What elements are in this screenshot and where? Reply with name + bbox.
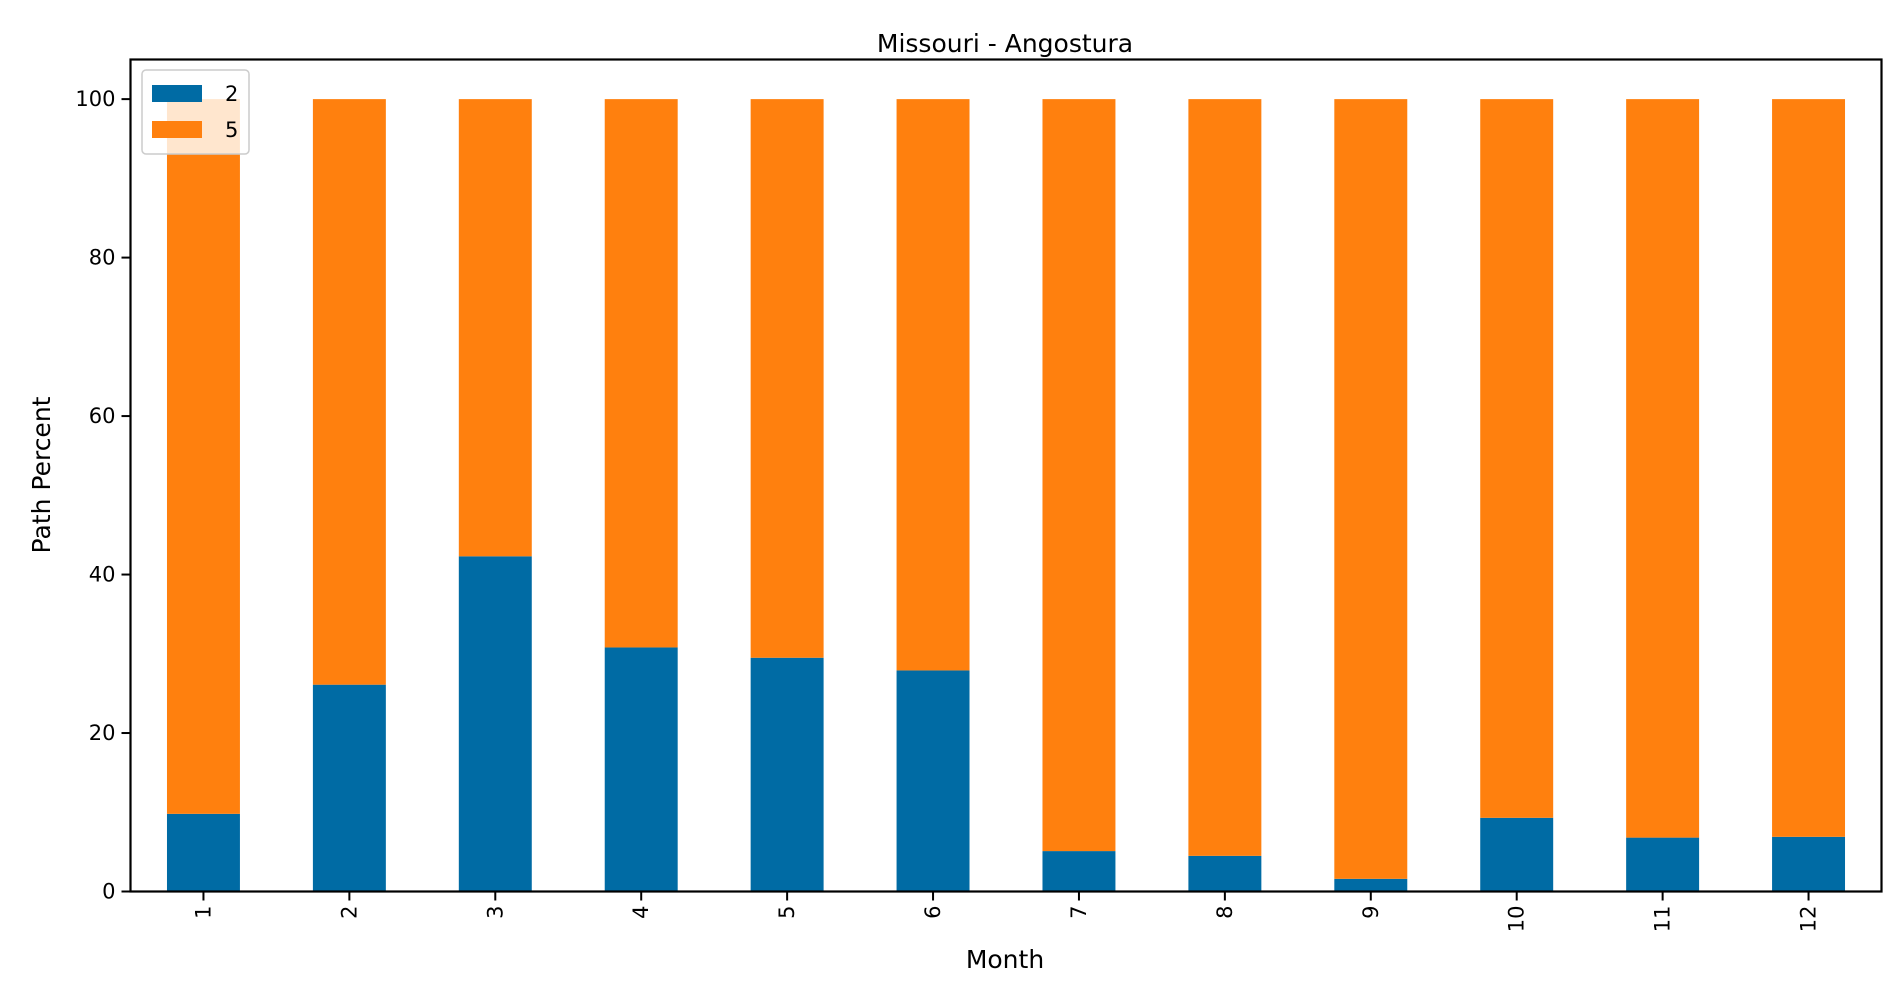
x-axis-label: Month xyxy=(966,945,1044,974)
y-axis-label: Path Percent xyxy=(27,396,56,553)
x-tick-label-8: 8 xyxy=(1213,906,1237,919)
x-axis: 1 2 3 4 5 6 7 8 9 10 11 12 xyxy=(191,891,1821,933)
x-tick-label-12: 12 xyxy=(1797,906,1821,933)
bar-series-5-month-1 xyxy=(166,99,240,814)
bar-series-2-month-1 xyxy=(166,813,240,892)
bar-series-2-month-2 xyxy=(312,684,386,892)
bar-series-2-month-9 xyxy=(1334,878,1408,892)
legend-swatch-5 xyxy=(152,121,202,138)
bar-series-5-month-12 xyxy=(1772,99,1846,837)
y-tick-label-40: 40 xyxy=(89,563,116,587)
y-axis: 0 20 40 60 80 100 xyxy=(75,87,131,904)
bar-series-5-month-9 xyxy=(1334,99,1408,879)
bar-series-5-month-10 xyxy=(1480,99,1554,818)
plot-frame xyxy=(129,58,1883,893)
bar-series-2-month-7 xyxy=(1042,851,1116,892)
bar-series-2-month-5 xyxy=(750,657,824,892)
x-tick-label-6: 6 xyxy=(921,906,945,919)
bar-series-5-month-8 xyxy=(1188,99,1262,856)
y-tick-label-80: 80 xyxy=(89,246,116,270)
x-tick-label-1: 1 xyxy=(191,906,215,919)
y-tick-label-20: 20 xyxy=(89,721,116,745)
bar-series-5-month-2 xyxy=(312,99,386,685)
legend-swatch-2 xyxy=(152,85,202,102)
chart-title: Missouri - Angostura xyxy=(877,29,1133,58)
x-tick-label-7: 7 xyxy=(1067,906,1091,919)
bar-series-5-month-3 xyxy=(458,99,532,557)
bar-series-2-month-10 xyxy=(1480,817,1554,892)
x-tick-label-3: 3 xyxy=(483,906,507,919)
x-tick-label-2: 2 xyxy=(337,906,361,919)
bar-series-5-month-4 xyxy=(604,99,678,648)
bar-series-5-month-11 xyxy=(1626,99,1700,838)
bar-series-2-month-4 xyxy=(604,647,678,892)
y-tick-label-0: 0 xyxy=(102,880,115,904)
bar-series-2-month-11 xyxy=(1626,837,1700,892)
legend: 25 xyxy=(141,69,250,155)
x-tick-label-10: 10 xyxy=(1505,906,1529,933)
bar-series-2-month-12 xyxy=(1772,836,1846,892)
x-tick-label-5: 5 xyxy=(775,906,799,919)
bar-series-2-month-8 xyxy=(1188,855,1262,892)
bar-series-5-month-5 xyxy=(750,99,824,658)
x-tick-label-4: 4 xyxy=(629,906,653,919)
y-tick-label-60: 60 xyxy=(89,404,116,428)
y-tick-label-100: 100 xyxy=(75,87,115,111)
x-tick-label-11: 11 xyxy=(1651,906,1675,933)
x-tick-label-9: 9 xyxy=(1359,906,1383,919)
legend-label-2: 2 xyxy=(225,82,238,106)
bar-series-2-month-6 xyxy=(896,670,970,892)
bar-series-2-month-3 xyxy=(458,556,532,892)
bar-series-5-month-7 xyxy=(1042,99,1116,852)
bar-series-5-month-6 xyxy=(896,99,970,671)
bars-layer xyxy=(166,99,1846,892)
legend-label-5: 5 xyxy=(225,118,238,142)
